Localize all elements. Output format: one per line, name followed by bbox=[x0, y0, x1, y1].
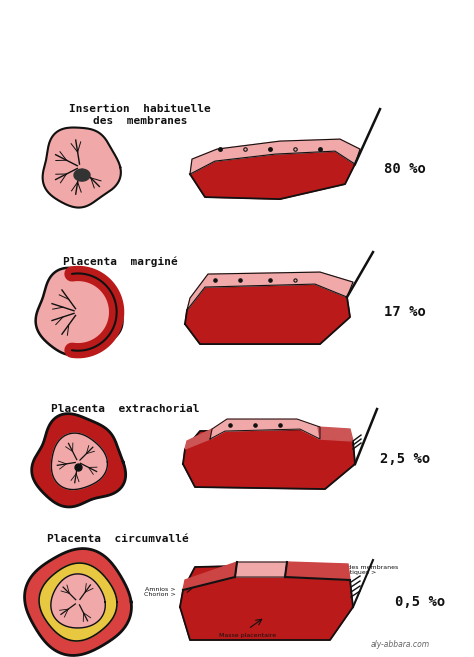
Polygon shape bbox=[36, 268, 122, 355]
Polygon shape bbox=[180, 564, 353, 640]
Text: Les différents types d'insertion des membranes: Les différents types d'insertion des mem… bbox=[39, 14, 435, 30]
Polygon shape bbox=[235, 562, 287, 577]
Text: amniotiques au pourtour du placenta: amniotiques au pourtour du placenta bbox=[83, 40, 391, 55]
Text: 17 %o: 17 %o bbox=[384, 305, 426, 319]
Polygon shape bbox=[285, 562, 350, 580]
Polygon shape bbox=[210, 419, 320, 439]
Text: 80 %o: 80 %o bbox=[384, 162, 426, 176]
Text: Amnios >
Chorion >: Amnios > Chorion > bbox=[144, 587, 176, 597]
Text: aly-abbara.com: aly-abbara.com bbox=[371, 640, 429, 649]
Text: 2,5 %o: 2,5 %o bbox=[380, 452, 430, 466]
Polygon shape bbox=[39, 563, 117, 641]
Text: Placenta  circumvallé: Placenta circumvallé bbox=[47, 534, 189, 544]
Text: Extrait de : E. Philippe, C. Charpin. Pathologie gynécologique et obstétricale. : Extrait de : E. Philippe, C. Charpin. Pa… bbox=[91, 71, 383, 77]
Polygon shape bbox=[51, 574, 105, 628]
Text: 0,5 %o: 0,5 %o bbox=[395, 595, 445, 609]
Polygon shape bbox=[190, 139, 360, 174]
Polygon shape bbox=[32, 414, 126, 507]
Polygon shape bbox=[185, 284, 350, 344]
Polygon shape bbox=[43, 127, 121, 208]
Polygon shape bbox=[318, 427, 353, 441]
Polygon shape bbox=[190, 151, 355, 199]
Text: des  membranes: des membranes bbox=[93, 116, 187, 126]
Polygon shape bbox=[185, 429, 212, 449]
Text: Placenta  marginé: Placenta marginé bbox=[63, 257, 177, 267]
Polygon shape bbox=[25, 549, 131, 656]
Text: Repli des membranes
amniotiques >: Repli des membranes amniotiques > bbox=[330, 564, 398, 576]
Text: Masse placentaire: Masse placentaire bbox=[219, 633, 276, 637]
Polygon shape bbox=[183, 429, 355, 489]
Polygon shape bbox=[51, 433, 108, 489]
Text: Placenta  extrachorial: Placenta extrachorial bbox=[51, 404, 199, 414]
Polygon shape bbox=[183, 562, 237, 590]
Polygon shape bbox=[187, 272, 353, 310]
Polygon shape bbox=[74, 169, 90, 181]
Text: Insertion  habituelle: Insertion habituelle bbox=[69, 104, 211, 114]
